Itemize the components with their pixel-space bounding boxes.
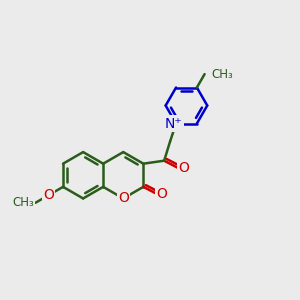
Text: N⁺: N⁺ (165, 116, 182, 130)
Text: O: O (44, 188, 54, 202)
Text: O: O (156, 187, 167, 201)
Text: O: O (118, 191, 129, 206)
Text: O: O (178, 161, 189, 175)
Text: CH₃: CH₃ (211, 68, 233, 81)
Text: CH₃: CH₃ (12, 196, 34, 209)
